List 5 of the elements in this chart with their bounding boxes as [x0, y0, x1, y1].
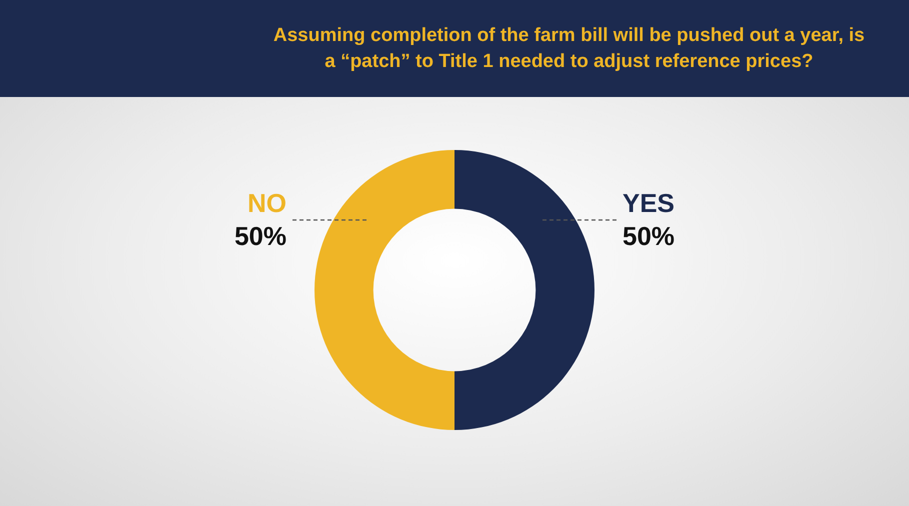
chart-title: Assuming completion of the farm bill will be pushed out a year, is a “patch” to Title 1 needed to adjust reference prices? — [272, 24, 866, 74]
data-label: 50% — [234, 221, 286, 251]
data-label: 50% — [622, 221, 675, 251]
slice-label: YES — [622, 188, 675, 218]
slice-label: NO — [248, 188, 286, 218]
